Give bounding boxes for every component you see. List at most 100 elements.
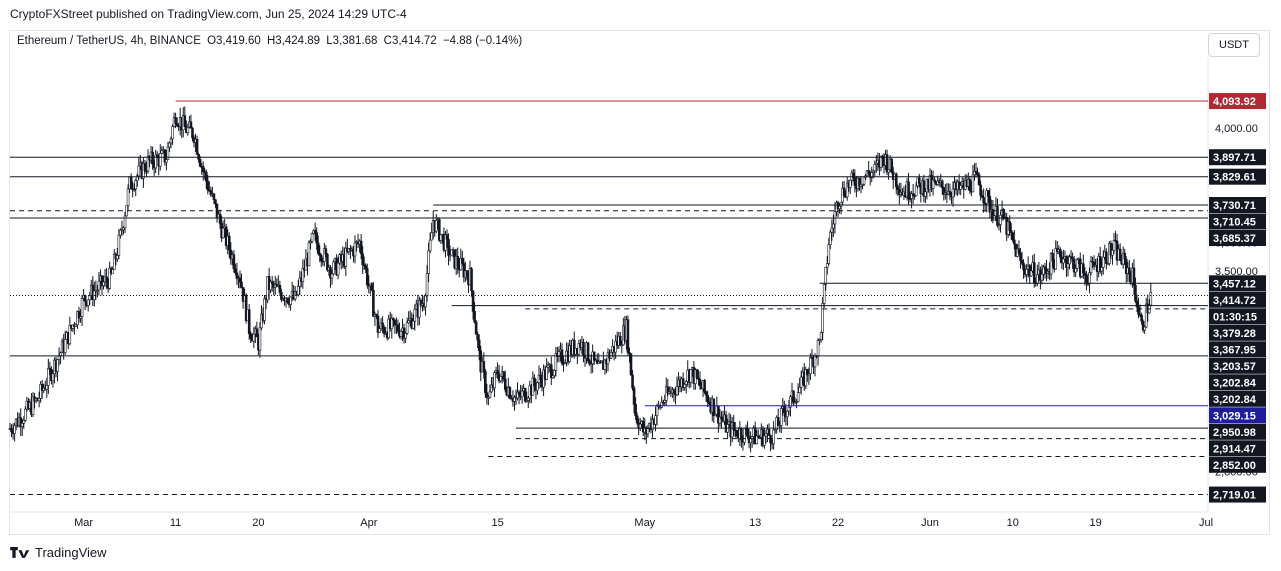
candle-body: [735, 429, 739, 437]
candle-body: [1135, 300, 1139, 308]
candle-body: [10, 428, 13, 433]
tradingview-logo-icon: [10, 546, 30, 558]
candle-body: [459, 258, 463, 271]
price-level-label: 3,379.28: [1213, 328, 1256, 340]
candle-body: [675, 386, 679, 396]
candle-body: [783, 406, 786, 413]
candle-body: [703, 380, 706, 393]
candle-body: [999, 214, 1002, 225]
candle-body: [158, 153, 162, 167]
candle-body: [824, 266, 828, 285]
candle-body: [499, 376, 502, 382]
candle-body: [672, 389, 676, 394]
candle-body: [614, 340, 617, 353]
candle-body: [830, 227, 834, 233]
candle-body: [324, 248, 328, 255]
candle-body: [214, 199, 217, 205]
price-level-label: 3,203.57: [1213, 361, 1256, 373]
candle-body: [390, 318, 394, 330]
x-tick-label: 13: [749, 517, 761, 529]
candle-body: [789, 396, 792, 408]
candle-body: [819, 331, 823, 340]
candle-body: [1106, 263, 1110, 265]
candle-body: [241, 287, 245, 302]
candle-body: [1066, 263, 1070, 269]
candle-body: [116, 255, 119, 260]
candle-body: [163, 149, 167, 163]
candle-body: [651, 419, 654, 430]
candle-body: [359, 240, 363, 255]
candle-body: [407, 320, 410, 324]
candle-body: [445, 234, 449, 240]
candle-body: [1019, 252, 1022, 261]
candle-body: [862, 177, 866, 185]
candle-body: [827, 244, 831, 264]
candle-body: [68, 324, 72, 345]
candle-body: [976, 172, 979, 175]
candle-body: [931, 179, 935, 189]
candle-body: [870, 172, 874, 178]
candle-body: [557, 351, 561, 357]
candle-body: [86, 299, 90, 306]
candle-body: [779, 408, 783, 426]
candle-body: [577, 343, 581, 355]
candle-body: [1144, 303, 1148, 328]
candle-body: [809, 357, 812, 374]
candle-body: [539, 374, 542, 380]
candle-body: [332, 261, 335, 275]
candle-body: [168, 142, 171, 148]
candle-body: [951, 188, 955, 198]
candle-body: [712, 398, 716, 417]
candle-body: [1138, 314, 1142, 316]
candle-body: [618, 335, 622, 346]
symbol-name[interactable]: Ethereum / TetherUS, 4h, BINANCE: [17, 35, 201, 47]
candle-body: [1022, 262, 1025, 270]
candle-body: [447, 238, 450, 256]
candle-body: [660, 401, 663, 408]
candle-body: [393, 319, 397, 326]
candle-body: [1085, 275, 1088, 284]
candle-body: [1101, 256, 1105, 268]
candle-body: [816, 340, 820, 357]
candle-body: [603, 359, 607, 370]
candle-body: [1123, 252, 1127, 260]
candle-body: [858, 177, 861, 187]
candle-body: [971, 174, 975, 193]
candle-body: [37, 398, 41, 402]
candle-body: [470, 268, 473, 292]
candle-body: [175, 123, 179, 127]
candle-body: [502, 371, 506, 380]
tradingview-footer: TradingView: [10, 545, 107, 560]
candle-body: [1065, 256, 1068, 269]
candle-body: [871, 170, 875, 173]
candle-body: [105, 276, 108, 282]
ohlc-change: −4.88 (−0.14%): [442, 35, 523, 47]
price-level-label-bg: [1209, 324, 1266, 341]
ohlc-open: O3,419.60: [207, 35, 261, 47]
candle-body: [572, 339, 576, 355]
candle-body: [296, 286, 300, 296]
candle-body: [632, 387, 636, 405]
candle-body: [746, 428, 749, 437]
candle-body: [461, 258, 464, 264]
candle-body: [1040, 274, 1044, 281]
price-level-label: 3,685.37: [1213, 233, 1256, 245]
candle-body: [973, 170, 976, 176]
candle-body: [405, 322, 409, 334]
candle-body: [427, 250, 430, 274]
candle-body: [117, 234, 121, 256]
candle-body: [137, 165, 141, 177]
candle-body: [698, 378, 702, 387]
currency-button[interactable]: USDT: [1208, 33, 1260, 57]
candle-body: [706, 394, 709, 403]
candle-body: [988, 195, 992, 213]
candle-body: [160, 150, 164, 154]
candle-body: [364, 265, 368, 269]
candle-body: [102, 281, 105, 286]
candle-body: [404, 332, 407, 339]
price-level-label: 3,414.72: [1213, 295, 1256, 307]
candle-body: [986, 190, 990, 197]
candle-body: [126, 188, 130, 207]
candle-body: [799, 376, 803, 388]
